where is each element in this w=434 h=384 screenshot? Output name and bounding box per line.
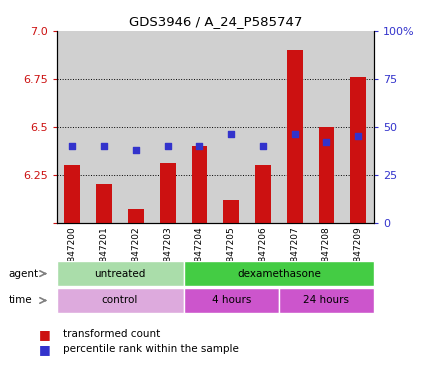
Bar [64,165,80,223]
Text: 4 hours: 4 hours [211,295,250,306]
Point [354,133,361,139]
Bar [96,184,112,223]
Text: time: time [9,295,32,306]
Text: GSM847208: GSM847208 [321,227,330,281]
Bar [310,31,342,223]
Bar [183,31,215,223]
Text: control: control [102,295,138,306]
Point [291,131,298,137]
Text: ■: ■ [39,343,51,356]
Text: GSM847201: GSM847201 [99,227,108,281]
Bar [88,31,120,223]
Point [132,147,139,153]
Point [196,143,203,149]
Title: GDS3946 / A_24_P585747: GDS3946 / A_24_P585747 [128,15,301,28]
Text: dexamethasone: dexamethasone [237,268,320,279]
Bar [254,165,270,223]
Point [101,143,108,149]
Bar [349,77,365,223]
Bar [215,31,247,223]
Bar [247,31,278,223]
Text: GSM847202: GSM847202 [131,227,140,281]
Text: 24 hours: 24 hours [303,295,349,306]
Point [322,139,329,145]
Bar [278,31,310,223]
Text: GSM847200: GSM847200 [68,227,77,281]
Bar [128,209,144,223]
Bar [286,50,302,223]
Bar [223,200,239,223]
Bar [151,31,183,223]
Bar [120,31,151,223]
Text: GSM847204: GSM847204 [194,227,204,281]
Text: GSM847206: GSM847206 [258,227,267,281]
Text: GSM847205: GSM847205 [226,227,235,281]
Text: agent: agent [9,268,39,279]
Text: GSM847207: GSM847207 [289,227,299,281]
Bar [342,31,373,223]
Bar [191,146,207,223]
Bar [56,31,88,223]
Text: GSM847209: GSM847209 [353,227,362,281]
Text: ■: ■ [39,328,51,341]
Text: untreated: untreated [94,268,145,279]
Bar [318,127,334,223]
Point [69,143,76,149]
Point [259,143,266,149]
Bar [159,163,175,223]
Text: transformed count: transformed count [63,329,160,339]
Text: GSM847203: GSM847203 [163,227,172,281]
Point [227,131,234,137]
Point [164,143,171,149]
Text: percentile rank within the sample: percentile rank within the sample [63,344,238,354]
